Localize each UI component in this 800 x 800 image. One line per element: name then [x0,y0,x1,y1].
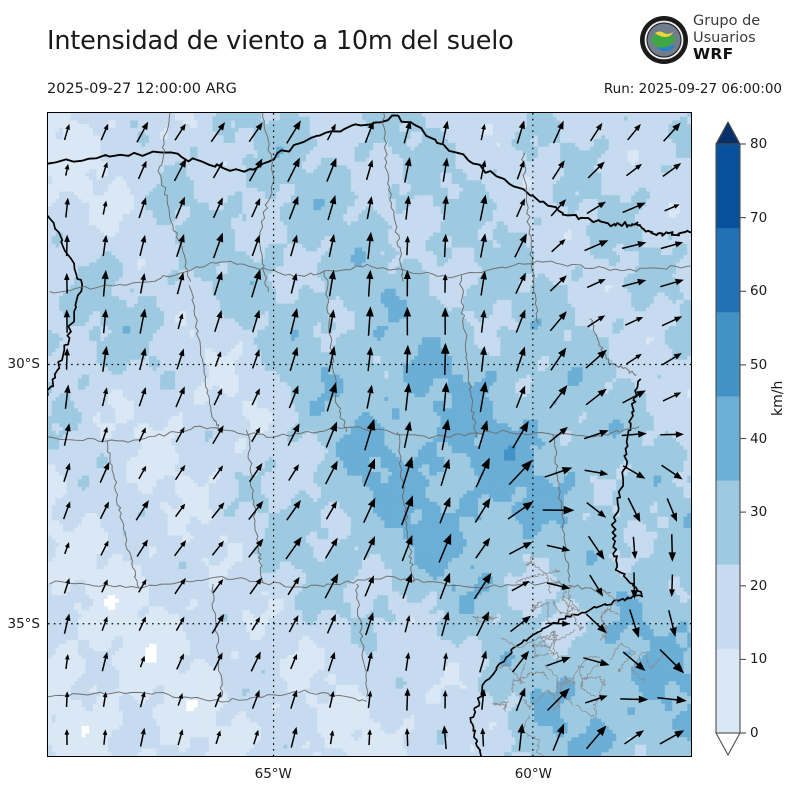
logo-text: Grupo de Usuarios WRF [693,13,796,69]
page-title: Intensidad de viento a 10m del suelo [47,26,514,56]
wrf-user-group-logo: Grupo de Usuarios WRF [638,13,796,69]
colorbar-tick-label-8: 80 [750,136,767,152]
colorbar-tick-label-2: 20 [750,578,767,594]
lat-tick-label-0: 30°S [0,356,41,372]
lon-tick-label-0: 65°W [243,766,303,782]
speed-shading-layer [48,113,691,756]
colorbar-tick-label-5: 50 [750,357,767,373]
lon-tick-label-1: 60°W [503,766,563,782]
province-border-layer [48,113,691,756]
valid-time-label: 2025-09-27 12:00:00 ARG [47,81,237,97]
colorbar[interactable]: km/h 0 10 20 30 40 50 60 70 80 [710,116,800,761]
model-run-label: Run: 2025-09-27 06:00:00 [604,81,782,97]
country-border-layer [48,114,691,756]
colorbar-tick-label-3: 30 [750,504,767,520]
map-canvas [48,113,691,756]
colorbar-tick-label-1: 10 [750,651,767,667]
colorbar-tick-label-6: 60 [750,283,767,299]
colorbar-swatches [715,121,746,756]
wind-speed-map[interactable] [47,112,692,757]
colorbar-tick-label-4: 40 [750,431,767,447]
logo-line-1: Grupo de [693,13,796,30]
colorbar-tick-label-7: 70 [750,210,767,226]
logo-line-2: Usuarios [693,30,796,47]
globe-emblem-icon [640,16,688,64]
wind-arrow-layer [62,120,687,751]
logo-line-3: WRF [693,46,796,63]
lat-tick-label-1: 35°S [0,616,41,632]
colorbar-tick-label-0: 0 [750,725,759,741]
colorbar-axis-label: km/h [770,381,786,416]
